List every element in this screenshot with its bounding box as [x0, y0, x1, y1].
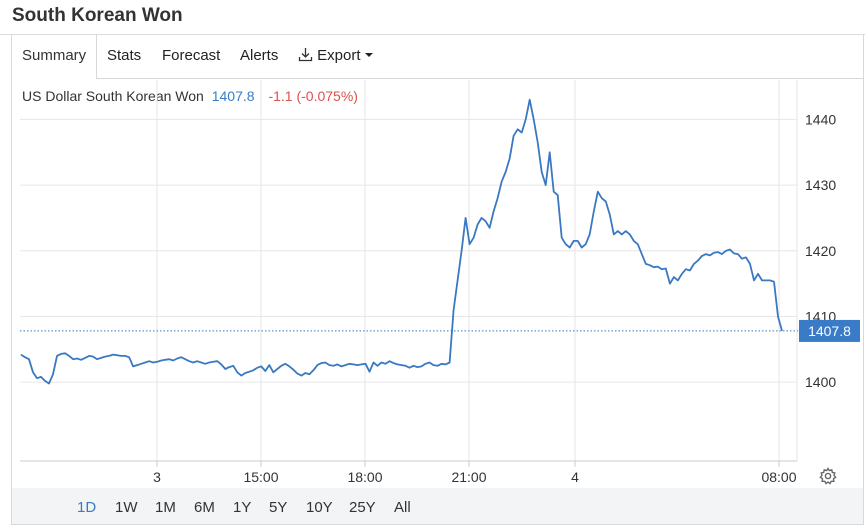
title-divider [0, 34, 865, 35]
tab-stats[interactable]: Stats [107, 47, 142, 64]
range-1w[interactable]: 1W [115, 499, 138, 516]
gear-icon[interactable] [818, 466, 838, 486]
range-1y[interactable]: 1Y [233, 499, 252, 516]
instrument-name: US Dollar South Korean Won [22, 88, 204, 104]
x-tick-label: 08:00 [761, 469, 796, 485]
quote-header: US Dollar South Korean Won 1407.8 -1.1 (… [22, 88, 358, 104]
current-price: 1407.8 [211, 88, 255, 104]
range-1d[interactable]: 1D [77, 499, 97, 516]
price-change: -1.1 (-0.075%) [268, 88, 358, 104]
range-25y[interactable]: 25Y [349, 499, 376, 516]
export-label: Export [317, 47, 361, 64]
range-6m[interactable]: 6M [194, 499, 215, 516]
y-tick-label: 1400 [805, 374, 836, 390]
last-value-badge [799, 319, 860, 342]
range-all[interactable]: All [394, 499, 411, 516]
range-selector: 1D 1W 1M 6M 1Y 5Y 10Y 25Y All [12, 488, 863, 524]
tab-export[interactable]: Export [298, 35, 373, 78]
x-tick-label: 18:00 [347, 469, 382, 485]
y-tick-label: 1420 [805, 243, 836, 259]
price-series-line [20, 98, 783, 385]
tab-bar: Summary Stats Forecast Alerts Export [12, 35, 863, 79]
chevron-down-icon [364, 53, 373, 57]
y-tick-label: 1440 [805, 111, 836, 127]
chart-panel: Summary Stats Forecast Alerts Export [11, 35, 864, 525]
x-tick-label: 21:00 [451, 469, 486, 485]
tab-summary[interactable]: Summary [12, 35, 98, 79]
last-value-label: 1407.8 [808, 323, 851, 339]
download-icon [298, 47, 317, 64]
x-tick-label: 15:00 [243, 469, 278, 485]
tab-forecast[interactable]: Forecast [162, 47, 221, 64]
x-tick-label: 4 [571, 469, 579, 485]
range-10y[interactable]: 10Y [306, 499, 333, 516]
page-title: South Korean Won [12, 5, 183, 26]
x-tick-label: 3 [153, 469, 161, 485]
y-tick-label: 1430 [805, 177, 836, 193]
range-1m[interactable]: 1M [155, 499, 176, 516]
range-5y[interactable]: 5Y [269, 499, 288, 516]
tab-alerts[interactable]: Alerts [240, 47, 279, 64]
